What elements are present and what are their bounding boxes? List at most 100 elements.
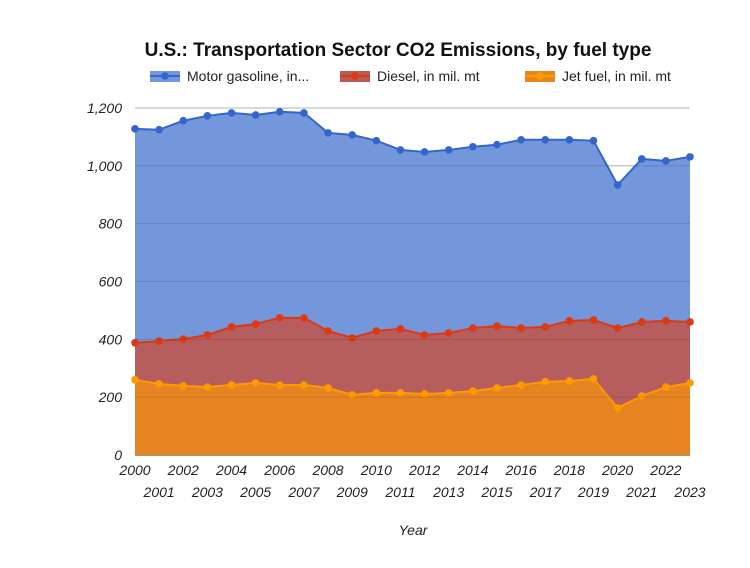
data-point [565,377,574,385]
data-point [469,387,477,395]
y-tick-label: 1,200 [87,100,122,116]
data-point [227,381,236,389]
x-tick-label: 2004 [215,462,247,478]
data-point [396,146,405,154]
data-point [565,317,574,325]
data-point [203,383,212,391]
data-point [517,381,525,389]
data-point [541,378,550,386]
x-tick-label: 2020 [601,462,633,478]
x-tick-label: 2015 [480,484,512,500]
legend-item[interactable]: Motor gasoline, in... [150,68,309,84]
x-tick-label: 2014 [456,462,488,478]
data-point [613,404,622,412]
y-tick-label: 800 [99,216,123,232]
data-point [493,384,501,392]
data-point [372,389,381,397]
data-point [324,327,332,335]
data-point [227,323,236,331]
legend-marker [161,72,169,80]
data-point [179,335,188,343]
legend-marker [536,72,544,80]
data-point [300,109,308,117]
legend-label: Motor gasoline, in... [187,68,309,84]
y-tick-label: 0 [114,447,122,463]
data-point [372,327,381,335]
y-axis-ticks: 0 200 400 600 800 1,000 1,200 [87,100,122,463]
x-tick-label: 2000 [118,462,150,478]
x-axis-label: Year [399,522,429,538]
data-point [589,136,598,145]
data-point [444,389,453,397]
x-tick-label: 2006 [263,462,295,478]
data-point [493,322,501,330]
data-point [662,157,670,165]
data-point [493,140,501,149]
x-tick-label: 2009 [336,484,368,500]
data-point [637,318,646,326]
data-point [275,314,284,322]
data-point [251,379,260,387]
data-point [589,316,598,324]
data-point [613,324,622,332]
data-point [179,382,188,390]
data-point [348,131,356,139]
data-point [420,390,429,398]
y-tick-label: 200 [98,389,123,405]
x-tick-label: 2001 [143,484,175,500]
data-point [179,116,188,125]
data-point [662,383,670,391]
x-tick-label: 2022 [649,462,681,478]
data-point [203,112,212,120]
data-point [662,317,670,325]
data-point [613,181,622,189]
x-tick-label: 2012 [408,462,440,478]
x-tick-label: 2017 [529,484,562,500]
x-tick-label: 2005 [239,484,271,500]
x-tick-label: 2010 [360,462,392,478]
data-point [565,136,574,144]
data-point [131,339,139,347]
data-point [396,325,405,333]
data-point [348,391,356,399]
data-point [251,111,260,119]
x-tick-label: 2021 [625,484,657,500]
x-tick-label: 2016 [505,462,537,478]
data-point [251,320,260,328]
data-point [637,392,646,400]
data-point [469,142,477,151]
x-tick-label: 2003 [191,484,223,500]
data-point [686,318,694,326]
data-point [203,331,212,339]
data-point [275,107,284,116]
legend-marker [351,72,359,80]
legend-label: Diesel, in mil. mt [377,68,480,84]
x-axis-ticks: 2000 2001 2002 2003 2004 2005 2006 2007 2008 2009… [118,462,705,500]
series-line [134,316,691,344]
series-2 [131,375,694,455]
series-line [134,110,691,187]
legend-item[interactable]: Jet fuel, in mil. mt [525,68,671,84]
data-point [444,329,453,337]
series-areas [131,107,694,456]
data-point [396,389,405,397]
data-point [131,125,139,133]
data-point [324,384,332,392]
data-point [517,324,525,332]
x-tick-label: 2002 [167,462,199,478]
data-point [300,381,308,389]
series-line [134,377,691,410]
legend-item[interactable]: Diesel, in mil. mt [340,68,480,84]
data-point [155,380,163,388]
legend: Motor gasoline, in... Diesel, in mil. mt J… [150,68,671,84]
data-point [517,136,525,144]
x-tick-label: 2023 [673,484,705,500]
data-point [300,314,308,322]
data-point [686,379,694,387]
data-point [372,136,381,145]
chart-title: U.S.: Transportation Sector CO2 Emission… [145,40,652,61]
data-point [131,376,139,384]
data-point [324,129,332,137]
data-point [420,331,429,339]
